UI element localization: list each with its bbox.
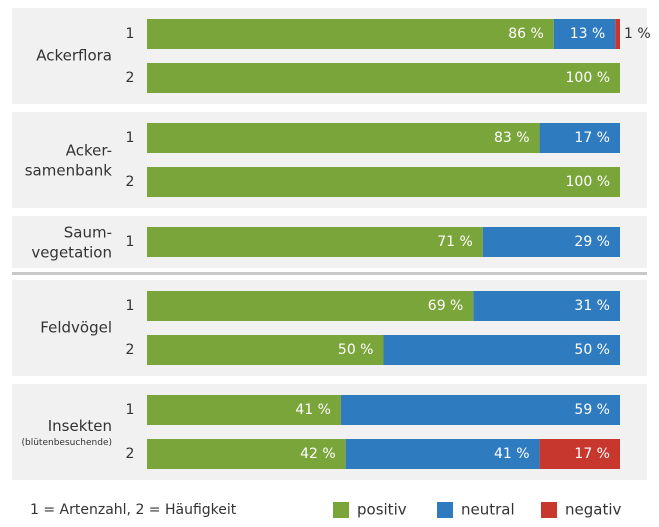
value-label: 42 % [300, 446, 336, 462]
row-label: 1 [126, 26, 135, 42]
legend-label: negativ [565, 501, 621, 519]
bar-segment [473, 291, 620, 321]
value-label: 17 % [574, 130, 610, 146]
bar-segment [147, 291, 474, 321]
group-label: Insekten [48, 417, 112, 435]
row-label: 1 [126, 234, 135, 250]
bar-segment [539, 123, 620, 153]
legend-swatch [541, 502, 557, 518]
group-label: samenbank [25, 162, 113, 180]
value-label: 50 % [574, 342, 610, 358]
group-label: Saum- [64, 224, 112, 242]
row-label: 2 [126, 342, 135, 358]
bar-segment [147, 19, 554, 49]
row-label: 2 [126, 446, 135, 462]
value-label: 29 % [574, 234, 610, 250]
value-label: 41 % [494, 446, 530, 462]
value-label: 100 % [566, 174, 610, 190]
bar-segment [147, 335, 384, 365]
bar-segment [553, 19, 616, 49]
value-label: 59 % [574, 402, 610, 418]
bar-segment [340, 395, 620, 425]
row-label: 1 [126, 130, 135, 146]
row-label: 2 [126, 174, 135, 190]
value-label: 31 % [574, 298, 610, 314]
value-label: 83 % [494, 130, 530, 146]
value-label: 71 % [437, 234, 473, 250]
bar-segment [147, 167, 620, 197]
value-label: 69 % [428, 298, 464, 314]
value-label: 13 % [570, 26, 606, 42]
group-label: Feldvögel [40, 319, 112, 337]
bar-segment [147, 395, 341, 425]
row-label: 1 [126, 298, 135, 314]
value-label: 17 % [574, 446, 610, 462]
bar-segment [383, 335, 620, 365]
legend-swatch [333, 502, 349, 518]
group-label: Acker- [66, 142, 112, 160]
legend-note: 1 = Artenzahl, 2 = Häufigkeit [30, 502, 237, 518]
bar-segment [482, 227, 620, 257]
bar-segment [345, 439, 540, 469]
row-label: 2 [126, 70, 135, 86]
bar-segment [539, 439, 620, 469]
bar-segment [147, 123, 540, 153]
group-sublabel: (blütenbesuchende) [22, 438, 113, 448]
bar-segment [147, 439, 346, 469]
value-label: 41 % [295, 402, 331, 418]
group-label: vegetation [31, 244, 112, 262]
value-label: 1 % [624, 26, 651, 42]
bar-segment [147, 63, 620, 93]
legend-label: neutral [461, 501, 515, 519]
legend-label: positiv [357, 501, 407, 519]
legend-swatch [437, 502, 453, 518]
row-label: 1 [126, 402, 135, 418]
bar-segment [147, 227, 483, 257]
group-label: Ackerflora [36, 47, 112, 65]
bar-segment [615, 19, 620, 49]
value-label: 86 % [508, 26, 544, 42]
value-label: 50 % [338, 342, 374, 358]
value-label: 100 % [566, 70, 610, 86]
separator [12, 272, 647, 275]
